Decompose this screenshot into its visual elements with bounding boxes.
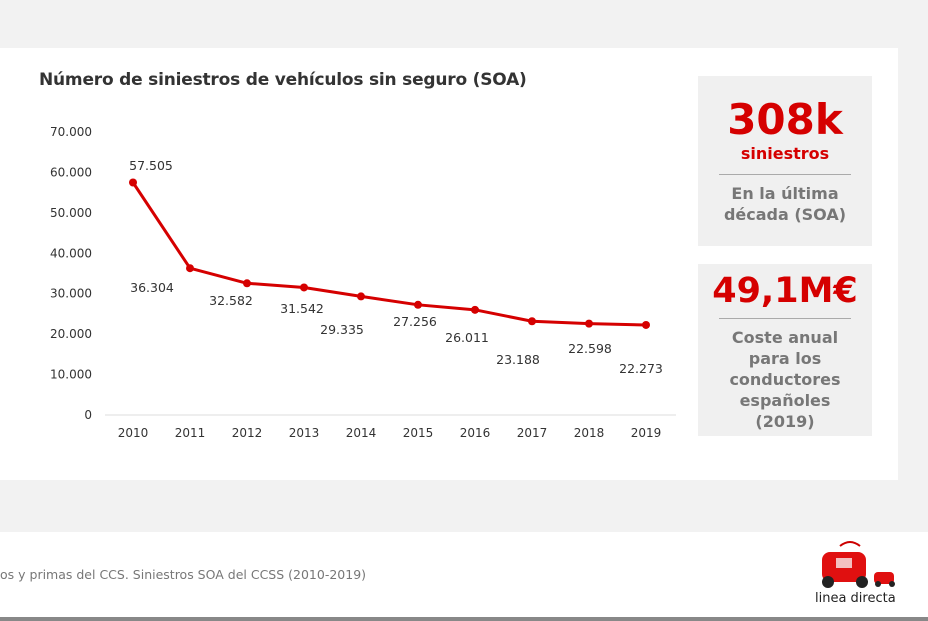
x-tick-label: 2014	[346, 426, 377, 440]
data-point	[471, 305, 479, 314]
stat-value: 308k	[727, 95, 843, 144]
stat-description: En la última década (SOA)	[698, 183, 872, 225]
data-point	[528, 317, 536, 326]
desc-line: conductores	[729, 370, 841, 389]
source-note: os y primas del CCS. Siniestros SOA del …	[0, 567, 367, 582]
data-point	[186, 264, 194, 273]
desc-line: Coste anual	[731, 328, 839, 347]
data-label: 36.304	[130, 280, 174, 295]
y-tick-label: 10.000	[50, 368, 92, 382]
y-tick-label: 30.000	[50, 287, 92, 301]
data-label: 32.582	[209, 293, 253, 308]
bottom-border	[0, 617, 928, 621]
data-label: 29.335	[320, 322, 364, 337]
x-tick-label: 2017	[517, 426, 548, 440]
linea-directa-logo-icon	[822, 541, 895, 588]
stat-description: Coste anual para los conductores español…	[698, 327, 872, 432]
data-label: 23.188	[496, 352, 540, 367]
data-point	[357, 292, 365, 301]
x-tick-label: 2012	[232, 426, 263, 440]
data-point	[243, 279, 251, 288]
data-label: 27.256	[393, 314, 437, 329]
y-tick-label: 60.000	[50, 165, 92, 179]
x-tick-label: 2011	[175, 426, 206, 440]
y-tick-label: 50.000	[50, 206, 92, 220]
logo-text: linea directa	[815, 591, 896, 606]
data-point	[642, 320, 650, 329]
y-tick-label: 70.000	[50, 125, 92, 139]
data-label: 26.011	[445, 330, 489, 345]
data-label: 57.505	[129, 158, 173, 173]
x-tick-label: 2019	[631, 426, 662, 440]
desc-line: para los	[748, 349, 822, 368]
chart-title: Número de siniestros de vehículos sin se…	[39, 70, 527, 90]
data-label: 22.598	[568, 341, 612, 356]
y-tick-label: 40.000	[50, 246, 92, 260]
series-line	[131, 181, 647, 327]
data-point	[129, 178, 137, 187]
stat-card-cost: 49,1M€ Coste anual para los conductores …	[698, 264, 872, 436]
data-label: 22.273	[619, 361, 663, 376]
divider	[719, 174, 851, 175]
desc-line: En la última	[731, 184, 839, 203]
stat-value: 49,1M€	[712, 271, 858, 311]
data-label: 31.542	[280, 301, 324, 316]
line-chart: 0 10.000 20.000 30.000 40.000 50.000 60.000 70.…	[50, 125, 676, 440]
x-tick-label: 2013	[289, 426, 320, 440]
y-tick-label: 0	[84, 408, 92, 422]
x-tick-label: 2016	[460, 426, 491, 440]
divider	[719, 318, 851, 319]
x-tick-label: 2015	[403, 426, 434, 440]
y-tick-label: 20.000	[50, 327, 92, 341]
data-point	[300, 283, 308, 292]
data-point	[585, 319, 593, 328]
x-tick-label: 2010	[118, 426, 149, 440]
x-tick-label: 2018	[574, 426, 605, 440]
data-point	[414, 300, 422, 309]
stat-unit: siniestros	[740, 144, 830, 163]
desc-line: (2019)	[755, 412, 815, 431]
footer	[0, 532, 928, 617]
desc-line: década (SOA)	[723, 205, 847, 224]
stat-card-claims: 308k siniestros En la última década (SOA…	[698, 76, 872, 246]
desc-line: españoles	[739, 391, 831, 410]
